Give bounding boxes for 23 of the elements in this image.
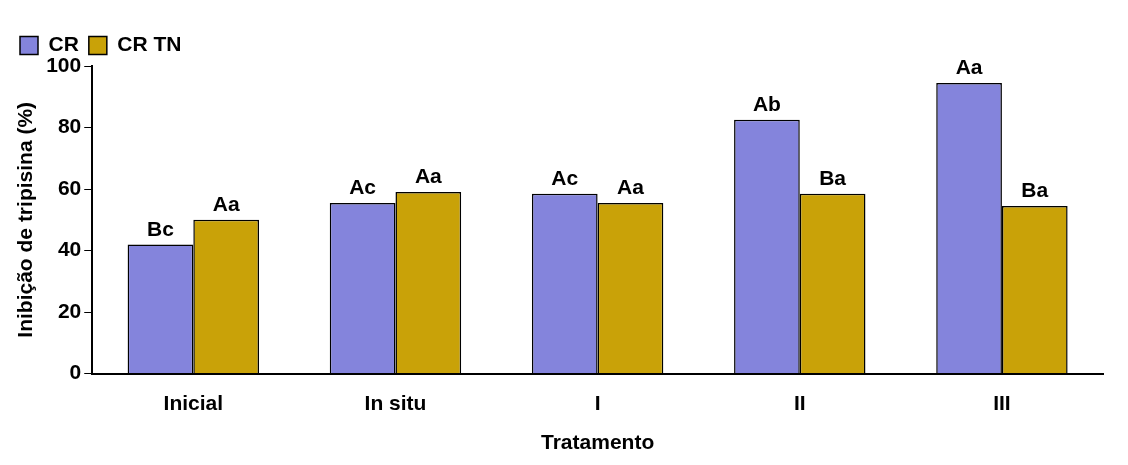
legend-label: CR TN bbox=[117, 32, 182, 56]
y-tick-label: 20 bbox=[57, 298, 82, 322]
x-axis-title: Tratamento bbox=[541, 430, 655, 454]
data-label: Ac bbox=[349, 175, 377, 199]
x-tick-label: Inicial bbox=[163, 391, 224, 414]
data-label: Aa bbox=[414, 164, 443, 188]
y-tick-label: 60 bbox=[57, 175, 82, 199]
data-label: Aa bbox=[617, 175, 645, 199]
x-tick-label: II bbox=[793, 391, 806, 414]
data-label: Ba bbox=[1021, 178, 1049, 202]
y-tick-label: 80 bbox=[57, 114, 82, 138]
x-tick-label: III bbox=[993, 391, 1011, 414]
data-label: Ba bbox=[819, 165, 847, 189]
data-label: Ac bbox=[551, 165, 579, 189]
data-label: Bc bbox=[147, 216, 175, 240]
y-tick-label: 40 bbox=[57, 237, 82, 261]
data-label: Aa bbox=[955, 55, 983, 79]
data-label: Ab bbox=[752, 92, 781, 116]
x-tick-label: I bbox=[594, 391, 601, 414]
data-label: Aa bbox=[212, 192, 240, 216]
y-axis-title: Inibição de tripisina (%) bbox=[13, 101, 37, 338]
y-tick-label: 0 bbox=[69, 360, 82, 384]
x-tick-label: In situ bbox=[364, 391, 427, 414]
